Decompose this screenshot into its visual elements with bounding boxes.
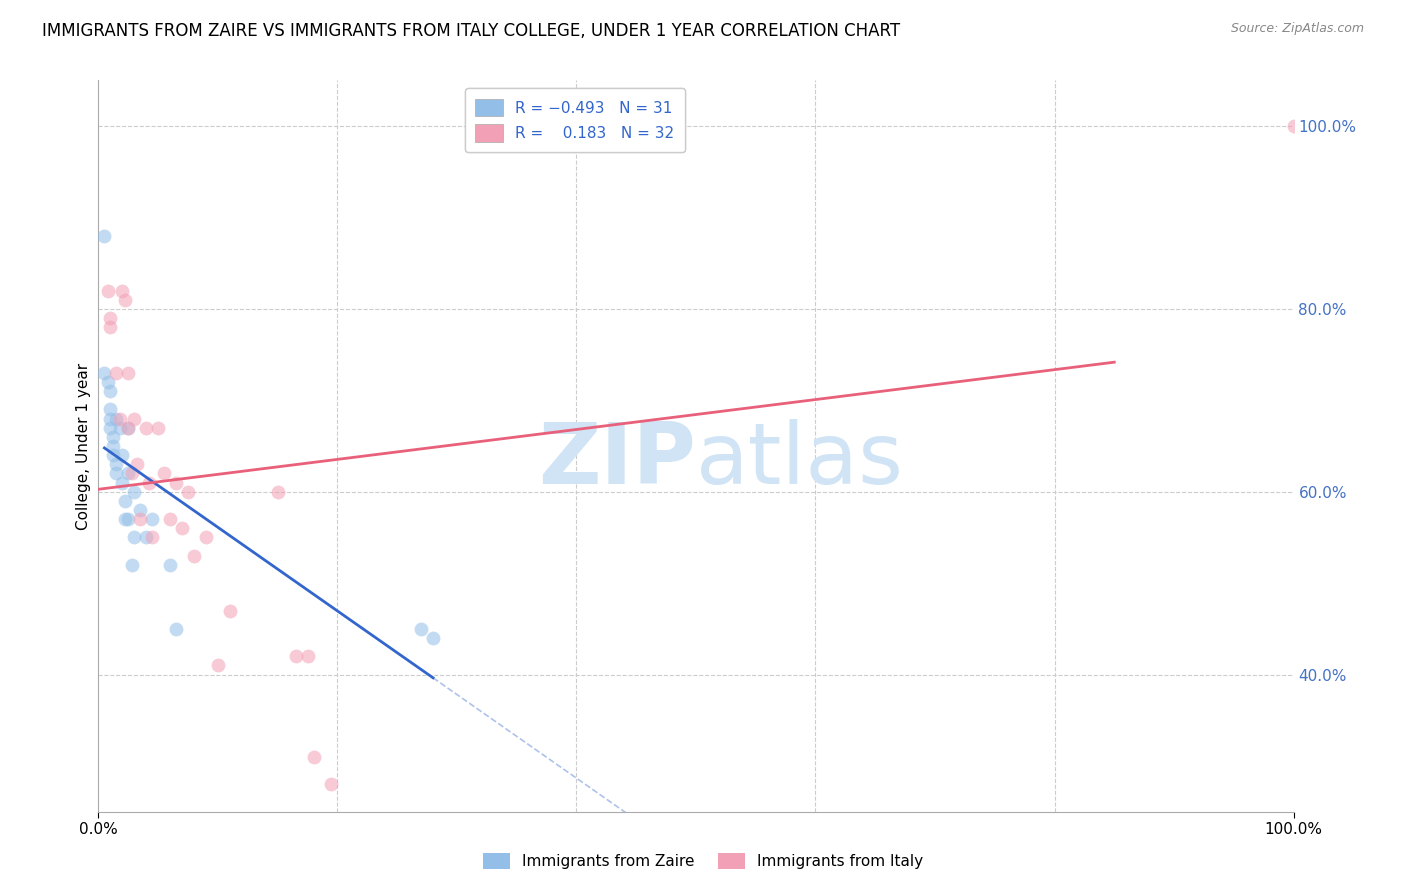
Point	[98, 411, 122, 425]
Point	[117, 420, 139, 434]
Point	[98, 420, 122, 434]
Text: atlas: atlas	[696, 419, 904, 502]
Point	[129, 512, 152, 526]
Point	[124, 411, 146, 425]
Point	[141, 512, 163, 526]
Point	[165, 622, 187, 636]
Point	[111, 448, 134, 462]
Point	[124, 530, 146, 544]
Point	[93, 228, 115, 243]
Point	[207, 658, 229, 673]
Point	[101, 439, 124, 453]
Point	[172, 521, 194, 535]
Point	[177, 484, 200, 499]
Point	[284, 649, 307, 664]
Point	[97, 284, 120, 298]
Point	[105, 458, 128, 472]
Point	[111, 284, 134, 298]
Point	[114, 293, 136, 307]
Point	[267, 484, 290, 499]
Point	[183, 549, 205, 563]
Point	[108, 411, 131, 425]
Text: ZIP: ZIP	[538, 419, 696, 502]
Point	[138, 475, 160, 490]
Point	[117, 366, 139, 380]
Text: IMMIGRANTS FROM ZAIRE VS IMMIGRANTS FROM ITALY COLLEGE, UNDER 1 YEAR CORRELATION: IMMIGRANTS FROM ZAIRE VS IMMIGRANTS FROM…	[42, 22, 900, 40]
Y-axis label: College, Under 1 year: College, Under 1 year	[76, 362, 91, 530]
Point	[148, 420, 170, 434]
Point	[302, 749, 325, 764]
Point	[117, 420, 139, 434]
Point	[101, 430, 124, 444]
Point	[135, 530, 157, 544]
Point	[98, 384, 122, 399]
Point	[159, 512, 181, 526]
Point	[101, 448, 124, 462]
Point	[411, 622, 433, 636]
Point	[1282, 119, 1305, 133]
Point	[98, 320, 122, 334]
Point	[105, 467, 128, 481]
Point	[121, 558, 143, 572]
Point	[111, 475, 134, 490]
Point	[117, 467, 139, 481]
Point	[129, 503, 152, 517]
Point	[219, 604, 242, 618]
Point	[121, 467, 143, 481]
Point	[141, 530, 163, 544]
Point	[117, 512, 139, 526]
Point	[195, 530, 218, 544]
Point	[297, 649, 319, 664]
Point	[98, 402, 122, 417]
Point	[108, 420, 131, 434]
Point	[105, 366, 128, 380]
Text: Source: ZipAtlas.com: Source: ZipAtlas.com	[1230, 22, 1364, 36]
Point	[159, 558, 181, 572]
Point	[125, 458, 148, 472]
Point	[153, 467, 176, 481]
Point	[97, 375, 120, 389]
Point	[114, 512, 136, 526]
Point	[93, 366, 115, 380]
Point	[321, 777, 343, 791]
Point	[135, 420, 157, 434]
Point	[422, 631, 444, 645]
Point	[114, 494, 136, 508]
Point	[105, 411, 128, 425]
Point	[165, 475, 187, 490]
Legend: Immigrants from Zaire, Immigrants from Italy: Immigrants from Zaire, Immigrants from I…	[477, 847, 929, 875]
Legend: R = −0.493   N = 31, R =    0.183   N = 32: R = −0.493 N = 31, R = 0.183 N = 32	[464, 88, 685, 153]
Point	[98, 310, 122, 325]
Point	[124, 484, 146, 499]
